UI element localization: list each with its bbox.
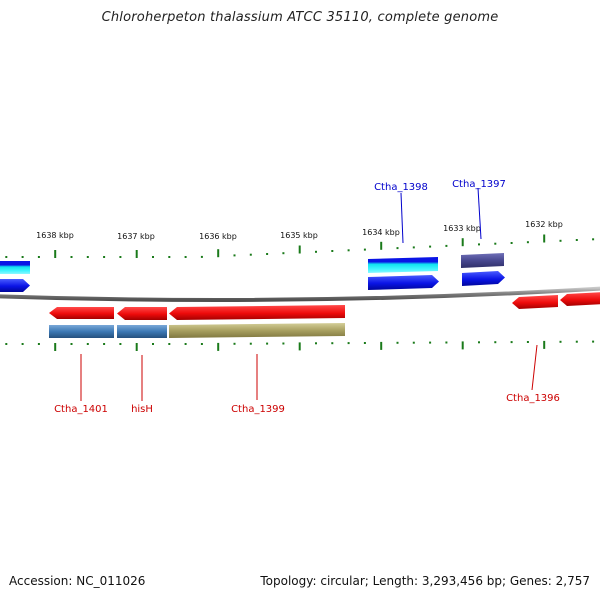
gene-label-hish: hisH [131,404,153,415]
cds-bar [0,261,30,274]
ruler-ticks-upper [5,234,595,258]
leader-line [531,344,538,391]
accession-label: Accession: NC_011026 [9,574,146,588]
gene-arrow [49,307,114,319]
gene-label-ctha-1396: Ctha_1396 [506,393,560,404]
ruler-label: 1635 kbp [280,231,318,240]
gene-arrow [117,307,167,320]
ruler-label: 1633 kbp [443,224,481,233]
ruler-label: 1632 kbp [525,220,563,229]
reverse-cds-bars [49,323,345,338]
gene-arrow [560,292,600,306]
genome-stats-label: Topology: circular; Length: 3,293,456 bp… [260,574,590,588]
leader-line [400,192,404,244]
label-leaders [80,187,538,401]
gene-label-ctha-1399: Ctha_1399 [231,404,285,415]
cds-bar [461,253,504,268]
gene-label-ctha-1401: Ctha_1401 [54,404,108,415]
gene-arrow [0,279,30,292]
ruler-label: 1634 kbp [362,228,400,237]
forward-strand-genes [0,253,505,292]
cds-bar [117,325,167,338]
gene-arrow [368,275,439,290]
ruler-ticks-lower [5,340,595,351]
ruler-label: 1637 kbp [117,232,155,241]
gene-arrow [512,295,558,309]
leader-line [477,187,482,240]
ruler-label: 1638 kbp [36,231,74,240]
gene-label-ctha-1398: Ctha_1398 [374,182,428,193]
cds-bar [368,257,438,273]
gene-labels: Ctha_1398 Ctha_1397 Ctha_1401 hisH Ctha_… [54,179,560,415]
cds-bar [169,323,345,338]
cds-bar [49,325,114,338]
map-title: Chloroherpeton thalassium ATCC 35110, co… [101,10,499,25]
ruler-labels: 1638 kbp 1637 kbp 1636 kbp 1635 kbp 1634… [36,220,563,241]
gene-arrow [462,271,505,286]
gene-arrow [169,305,345,320]
ruler-label: 1636 kbp [199,232,237,241]
reverse-strand-genes [49,292,600,320]
genome-backbone [0,286,600,303]
gene-label-ctha-1397: Ctha_1397 [452,179,506,190]
